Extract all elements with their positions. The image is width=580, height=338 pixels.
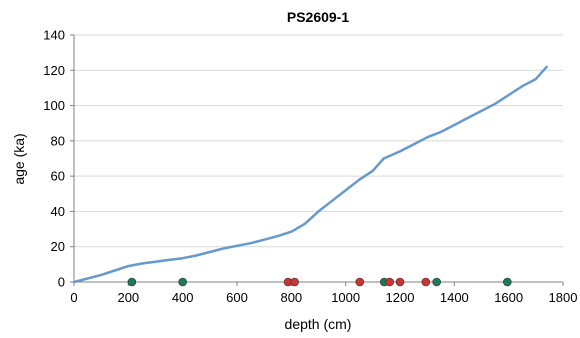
x-tick-label: 1000 xyxy=(331,290,360,305)
marker-point-4 xyxy=(355,277,365,287)
x-tick-label: 0 xyxy=(70,290,77,305)
x-tick-label: 200 xyxy=(117,290,139,305)
y-tick-label: 60 xyxy=(51,169,65,184)
series-layer xyxy=(72,65,548,284)
marker-layer xyxy=(127,277,512,287)
y-axis-ticks: 0 20 40 60 80 100 120 140 xyxy=(43,28,74,290)
axes xyxy=(73,35,563,283)
y-tick-label: 40 xyxy=(51,204,65,219)
y-tick-label: 100 xyxy=(43,98,65,113)
marker-point-7 xyxy=(395,277,405,287)
x-tick-label: 600 xyxy=(226,290,248,305)
x-axis-title: depth (cm) xyxy=(285,316,352,332)
x-tick-label: 800 xyxy=(280,290,302,305)
y-axis-title: age (ka) xyxy=(11,133,27,184)
y-tick-label: 120 xyxy=(43,63,65,78)
x-tick-label: 400 xyxy=(172,290,194,305)
y-tick-label: 80 xyxy=(51,133,65,148)
marker-point-1 xyxy=(178,277,187,287)
marker-point-3 xyxy=(290,277,299,287)
y-tick-label: 0 xyxy=(58,275,65,290)
marker-point-9 xyxy=(432,277,441,287)
x-tick-label: 1400 xyxy=(440,290,469,305)
chart-title: PS2609-1 xyxy=(287,9,349,25)
x-tick-label: 1800 xyxy=(549,290,578,305)
y-tick-label: 140 xyxy=(43,28,65,43)
marker-point-0 xyxy=(127,277,137,287)
marker-point-6 xyxy=(385,277,394,287)
gridlines xyxy=(74,34,563,248)
x-tick-label: 1600 xyxy=(494,290,523,305)
marker-point-10 xyxy=(503,277,512,287)
marker-point-8 xyxy=(421,277,431,287)
x-tick-label: 1200 xyxy=(386,290,415,305)
x-axis-ticks: 0 200 400 600 800 1000 1200 1400 1600 1800 xyxy=(70,282,577,305)
series-line-0 xyxy=(72,65,548,284)
y-tick-label: 20 xyxy=(51,239,65,254)
